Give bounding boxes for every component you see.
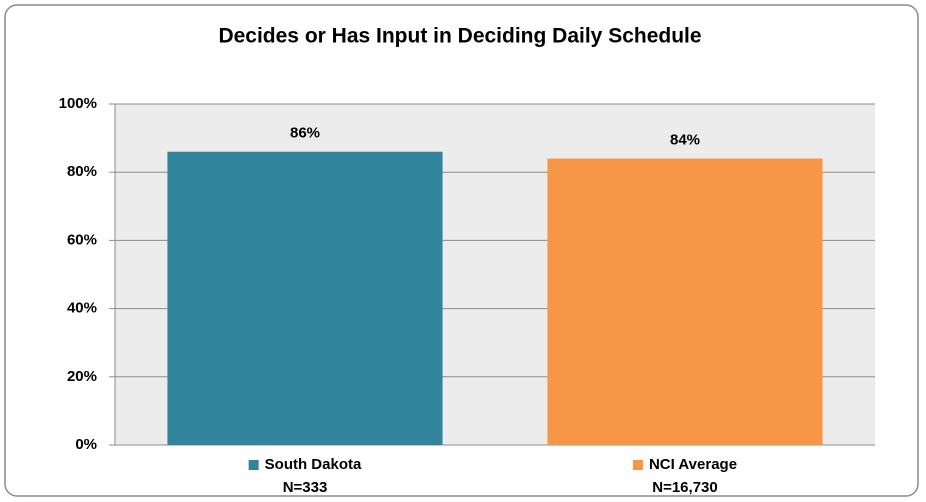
value-label: 84% — [670, 132, 700, 149]
bar — [547, 158, 823, 445]
y-tick-label: 80% — [67, 163, 97, 180]
x-sublabel: N=333 — [283, 479, 328, 496]
value-label: 86% — [290, 125, 320, 142]
chart-title: Decides or Has Input in Deciding Daily S… — [218, 25, 701, 48]
legend-swatch — [632, 460, 643, 470]
bar — [167, 151, 443, 446]
legend-swatch — [248, 460, 259, 470]
y-tick-label: 0% — [75, 436, 97, 453]
x-sublabel: N=16,730 — [652, 479, 717, 496]
y-tick-label: 40% — [67, 300, 97, 317]
y-tick-label: 60% — [67, 231, 97, 248]
y-tick-label: 100% — [59, 95, 97, 112]
x-tick-label: South Dakota — [265, 456, 362, 473]
x-tick-label: NCI Average — [649, 456, 737, 473]
y-tick-label: 20% — [67, 368, 97, 385]
